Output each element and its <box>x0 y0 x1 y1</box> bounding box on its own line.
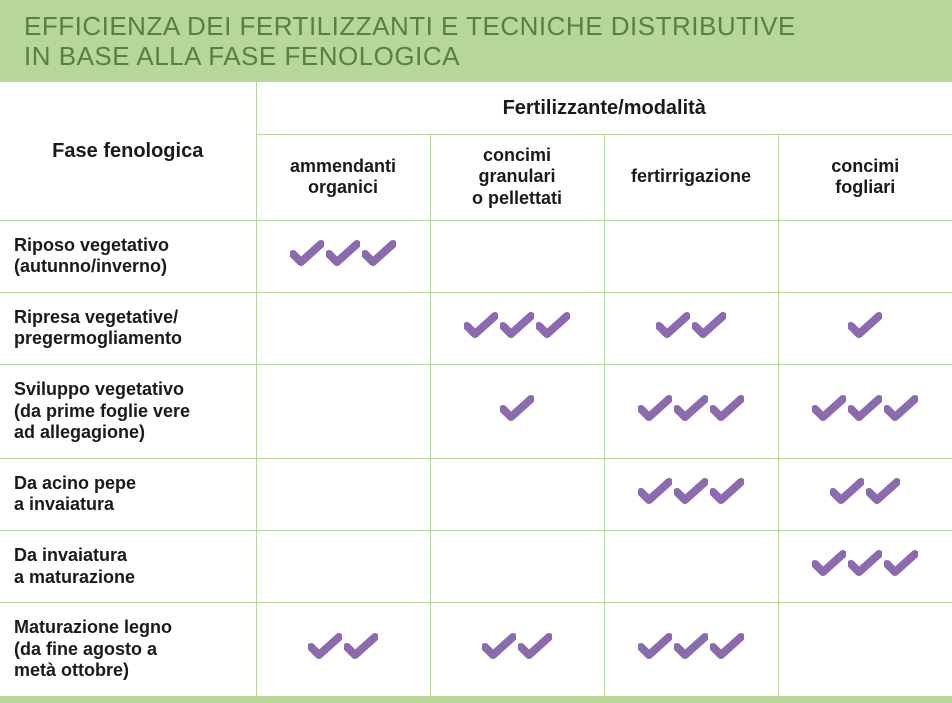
check-group <box>464 312 570 340</box>
table-container: EFFICIENZA DEI FERTILIZZANTI E TECNICHE … <box>0 0 952 703</box>
check-group <box>638 633 744 661</box>
rating-cell <box>604 364 778 458</box>
rating-cell <box>604 530 778 602</box>
check-icon <box>674 395 708 423</box>
check-group <box>500 395 534 423</box>
table-row: Maturazione legno(da fine agosto ametà o… <box>0 603 952 697</box>
check-group <box>656 312 726 340</box>
check-icon <box>482 633 516 661</box>
rating-cell <box>778 364 952 458</box>
check-icon <box>308 633 342 661</box>
rating-cell <box>778 220 952 292</box>
rating-cell <box>256 530 430 602</box>
check-icon <box>848 395 882 423</box>
col-header-3: concimifogliari <box>778 134 952 220</box>
group-header-label: Fertilizzante/modalità <box>256 82 952 135</box>
table-row: Ripresa vegetative/pregermogliamento <box>0 292 952 364</box>
check-icon <box>812 550 846 578</box>
rating-cell <box>604 292 778 364</box>
row-label: Riposo vegetativo(autunno/inverno) <box>0 220 256 292</box>
title-line-2: IN BASE ALLA FASE FENOLOGICA <box>24 42 928 72</box>
title-bar: EFFICIENZA DEI FERTILIZZANTI E TECNICHE … <box>0 0 952 82</box>
table-row: Da invaiaturaa maturazione <box>0 530 952 602</box>
check-group <box>830 478 900 506</box>
check-icon <box>638 478 672 506</box>
check-icon <box>830 478 864 506</box>
rating-cell <box>604 458 778 530</box>
rating-cell <box>430 530 604 602</box>
check-icon <box>692 312 726 340</box>
check-group <box>482 633 552 661</box>
col-header-1: concimigranulario pellettati <box>430 134 604 220</box>
row-label: Da acino pepea invaiatura <box>0 458 256 530</box>
rating-cell <box>604 220 778 292</box>
check-icon <box>866 478 900 506</box>
rating-cell <box>604 603 778 697</box>
table-row: Da acino pepea invaiatura <box>0 458 952 530</box>
check-icon <box>884 395 918 423</box>
row-label: Sviluppo vegetativo(da prime foglie vere… <box>0 364 256 458</box>
row-label: Ripresa vegetative/pregermogliamento <box>0 292 256 364</box>
check-icon <box>344 633 378 661</box>
rating-cell <box>430 458 604 530</box>
check-icon <box>500 395 534 423</box>
check-icon <box>710 633 744 661</box>
rating-cell <box>430 364 604 458</box>
check-icon <box>812 395 846 423</box>
col-header-0: ammendantiorganici <box>256 134 430 220</box>
check-group <box>638 395 744 423</box>
check-icon <box>638 395 672 423</box>
row-header-label: Fase fenologica <box>0 82 256 220</box>
check-group <box>638 478 744 506</box>
check-icon <box>656 312 690 340</box>
rating-cell <box>256 458 430 530</box>
check-icon <box>290 240 324 268</box>
check-group <box>812 550 918 578</box>
efficiency-table: Fase fenologica Fertilizzante/modalità a… <box>0 82 952 697</box>
rating-cell <box>430 603 604 697</box>
table-row: Sviluppo vegetativo(da prime foglie vere… <box>0 364 952 458</box>
check-icon <box>518 633 552 661</box>
check-icon <box>464 312 498 340</box>
check-icon <box>848 550 882 578</box>
row-label: Maturazione legno(da fine agosto ametà o… <box>0 603 256 697</box>
table-row: Riposo vegetativo(autunno/inverno) <box>0 220 952 292</box>
rating-cell <box>256 603 430 697</box>
rating-cell <box>430 292 604 364</box>
rating-cell <box>778 530 952 602</box>
table-head: Fase fenologica Fertilizzante/modalità a… <box>0 82 952 220</box>
row-label: Da invaiaturaa maturazione <box>0 530 256 602</box>
check-icon <box>710 395 744 423</box>
check-icon <box>638 633 672 661</box>
check-icon <box>536 312 570 340</box>
check-icon <box>674 633 708 661</box>
rating-cell <box>430 220 604 292</box>
rating-cell <box>256 220 430 292</box>
table-body: Riposo vegetativo(autunno/inverno)Ripres… <box>0 220 952 696</box>
check-group <box>848 312 882 340</box>
rating-cell <box>778 292 952 364</box>
title-line-1: EFFICIENZA DEI FERTILIZZANTI E TECNICHE … <box>24 12 928 42</box>
bottom-accent-bar <box>0 697 952 703</box>
check-icon <box>362 240 396 268</box>
check-icon <box>326 240 360 268</box>
rating-cell <box>256 364 430 458</box>
col-header-2: fertirrigazione <box>604 134 778 220</box>
rating-cell <box>778 603 952 697</box>
rating-cell <box>256 292 430 364</box>
check-icon <box>674 478 708 506</box>
check-icon <box>500 312 534 340</box>
check-group <box>308 633 378 661</box>
check-group <box>290 240 396 268</box>
check-icon <box>884 550 918 578</box>
rating-cell <box>778 458 952 530</box>
check-icon <box>710 478 744 506</box>
check-icon <box>848 312 882 340</box>
check-group <box>812 395 918 423</box>
